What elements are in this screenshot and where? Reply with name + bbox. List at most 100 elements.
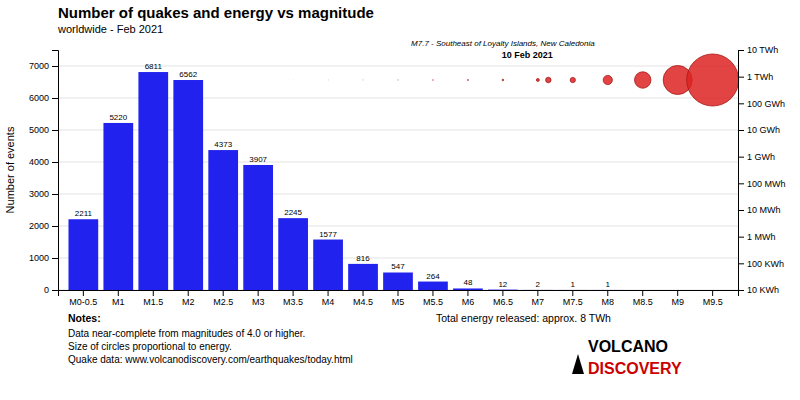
tick-mark — [502, 290, 503, 296]
bar — [243, 165, 273, 290]
tick: M6 — [462, 290, 475, 307]
tick: 7000 — [29, 61, 58, 71]
tick-mark — [52, 98, 58, 99]
axis-line — [59, 291, 739, 297]
tick: M2.5 — [213, 290, 233, 307]
tick: 10 TWh — [738, 45, 778, 55]
note: Quake data: www.volcanodiscovery.com/ear… — [68, 354, 353, 365]
tick: M1.5 — [143, 290, 163, 307]
tick-mark — [712, 290, 713, 296]
data-label: 264 — [426, 272, 440, 281]
tick-mark — [188, 290, 189, 296]
tick: 1 TWh — [738, 72, 773, 82]
tick-mark — [738, 183, 744, 184]
tick: M8.5 — [633, 290, 653, 307]
energy-circle — [258, 79, 259, 80]
data-label: 5220 — [109, 113, 127, 122]
tick-mark — [738, 130, 744, 131]
grid — [58, 66, 738, 290]
tick-label: 4000 — [29, 157, 49, 167]
tick-mark — [738, 210, 744, 211]
tick-label: 1 GWh — [747, 152, 775, 162]
tick-mark — [738, 263, 744, 264]
tick: 1000 — [29, 253, 58, 263]
tick: M0-0.5 — [69, 290, 97, 307]
tick: M9.5 — [703, 290, 723, 307]
bar — [348, 264, 378, 290]
tick-label: M6 — [462, 297, 475, 307]
tick-mark — [537, 290, 538, 296]
data-label: 1 — [606, 280, 611, 289]
bar — [418, 282, 448, 290]
data-label: 1 — [571, 280, 576, 289]
tick: M3.5 — [283, 290, 303, 307]
tick-mark — [118, 290, 119, 296]
bar — [68, 219, 98, 290]
energy-circle — [293, 79, 294, 80]
energy-circle — [432, 79, 434, 81]
bar — [313, 240, 343, 290]
tick: M6.5 — [493, 290, 513, 307]
annotation: 10 Feb 2021 — [502, 50, 553, 60]
bar — [383, 272, 413, 290]
tick-mark — [52, 162, 58, 163]
bar — [208, 150, 238, 290]
tick: M5.5 — [423, 290, 443, 307]
note: Notes: — [68, 312, 101, 324]
tick: M2 — [182, 290, 195, 307]
energy-circle — [570, 77, 575, 82]
tick-label: 2000 — [29, 221, 49, 231]
note: Size of circles proportional to energy. — [68, 341, 232, 352]
tick-label: 100 GWh — [747, 99, 785, 109]
bar — [138, 72, 168, 290]
bar — [523, 289, 553, 290]
data-label: 6562 — [179, 70, 197, 79]
tick-label: 1 MWh — [747, 232, 776, 242]
tick: 100 MWh — [738, 179, 786, 189]
subtitle: worldwide - Feb 2021 — [57, 23, 163, 35]
tick-label: 10 TWh — [747, 45, 778, 55]
axis-title: Number of events — [4, 126, 16, 213]
tick: 100 GWh — [738, 99, 785, 109]
data-label: 48 — [463, 278, 472, 287]
tick-label: M8 — [602, 297, 615, 307]
tick-label: M9.5 — [703, 297, 723, 307]
tick: M4.5 — [353, 290, 373, 307]
note: Data near-complete from magnitudes of 4.… — [68, 328, 305, 339]
y2-axis: 10 KWh100 KWh1 MWh10 MWh100 MWh1 GWh10 G… — [738, 45, 786, 295]
tick-label: M3.5 — [283, 297, 303, 307]
bar — [103, 123, 133, 290]
tick-mark — [572, 290, 573, 296]
tick-label: 7000 — [29, 61, 49, 71]
bar — [628, 290, 658, 291]
bars — [68, 72, 622, 290]
energy-circle — [223, 79, 224, 80]
tick-mark — [293, 290, 294, 296]
axis-line — [739, 51, 745, 291]
tick-label: 100 MWh — [747, 179, 786, 189]
data-label: 6811 — [145, 62, 163, 71]
tick-label: 1 TWh — [747, 72, 773, 82]
tick-mark — [738, 77, 744, 78]
bar — [488, 289, 518, 290]
tick-label: M5 — [392, 297, 405, 307]
total-energy: Total energy released: approx. 8 TWh — [436, 312, 611, 324]
tick-label: M7 — [532, 297, 545, 307]
energy-circle — [687, 54, 739, 106]
data-label: 2245 — [284, 208, 302, 217]
tick-mark — [738, 290, 744, 291]
tick-mark — [258, 290, 259, 296]
energy-circle — [83, 79, 84, 80]
tick: 0 — [44, 285, 58, 295]
tick-label: M6.5 — [493, 297, 513, 307]
tick-label: 3000 — [29, 189, 49, 199]
tick: 1 MWh — [738, 232, 776, 242]
logo-text: DISCOVERY — [588, 360, 682, 377]
tick: 10 KWh — [738, 285, 779, 295]
data-label: 4373 — [214, 140, 232, 149]
data-label: 1577 — [319, 230, 337, 239]
energy-circle — [153, 79, 154, 80]
energy-circle — [397, 79, 398, 80]
energy-circle — [188, 79, 189, 80]
tick: 10 GWh — [738, 125, 780, 135]
